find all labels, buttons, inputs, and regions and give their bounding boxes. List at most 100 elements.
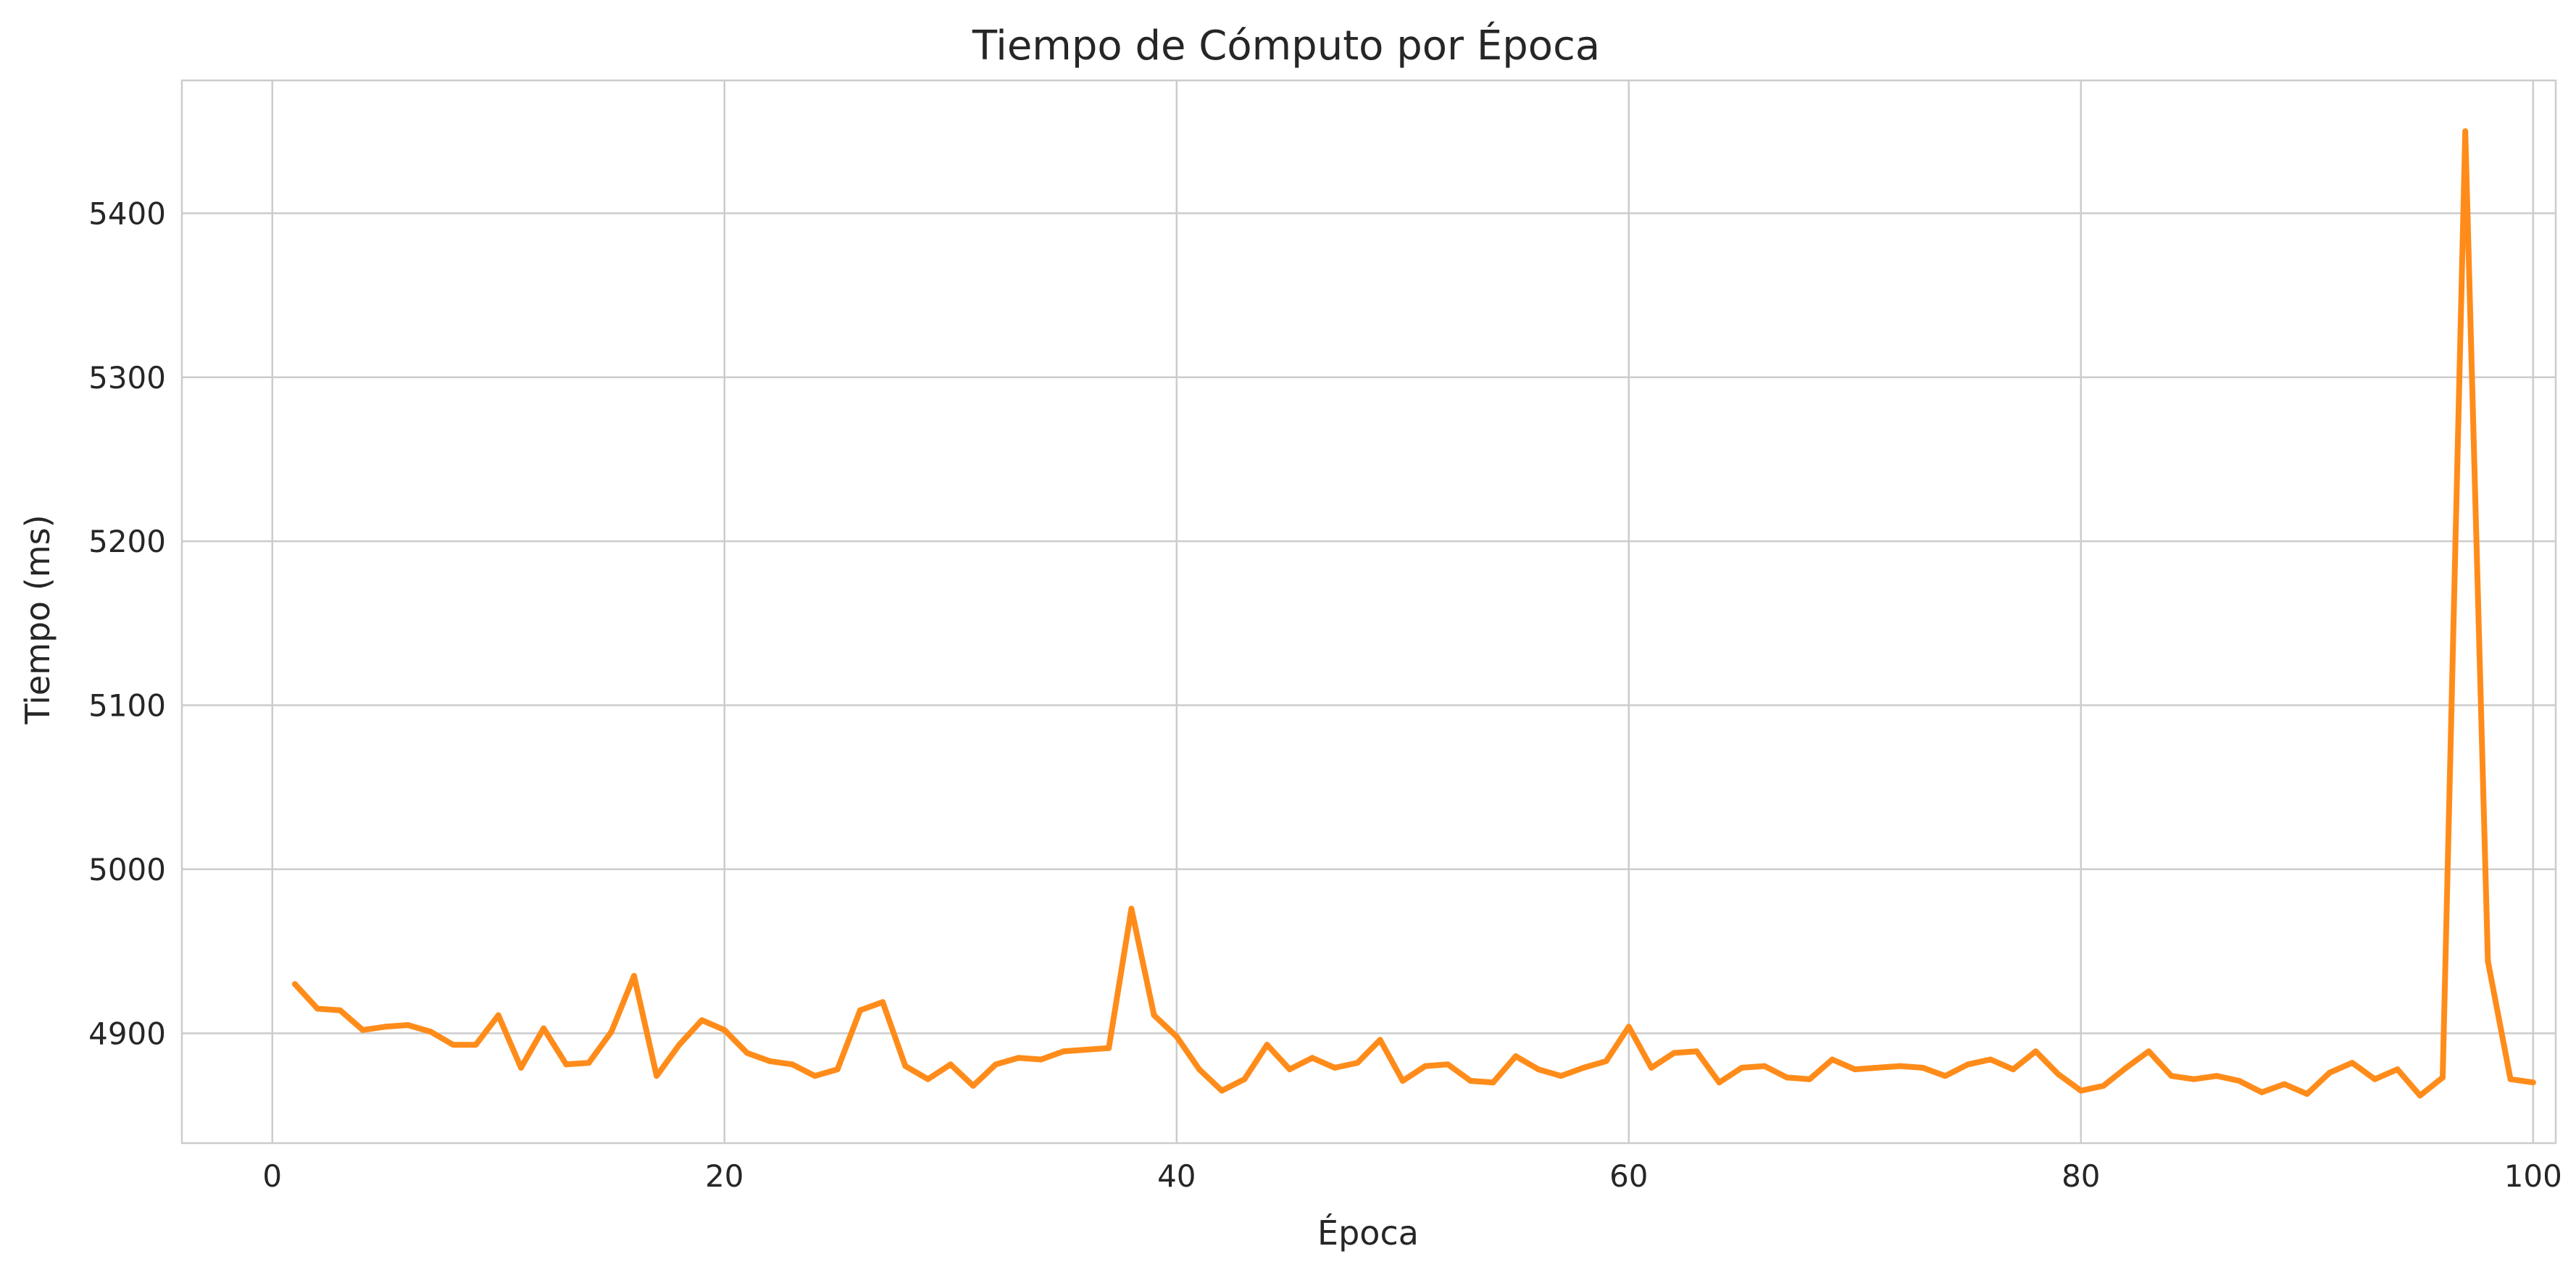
data-point (518, 1064, 524, 1071)
data-point (2236, 1077, 2243, 1084)
data-point (1128, 906, 1135, 912)
data-point (812, 1073, 818, 1079)
x-tick-label: 100 (2504, 1158, 2562, 1194)
tick-labels: 0 20 40 60 80 100 4900 5000 5100 5200 5300 5400 (88, 196, 2562, 1194)
data-point (2349, 1060, 2356, 1066)
data-point (1942, 1073, 1948, 1079)
grid-lines (182, 80, 2556, 1143)
data-point (1558, 1073, 1564, 1079)
y-tick-label: 5400 (88, 196, 166, 231)
data-point (699, 1017, 705, 1024)
data-point (2530, 1079, 2536, 1086)
data-point (631, 973, 637, 979)
data-point (2077, 1087, 2084, 1094)
data-point (405, 1022, 411, 1028)
data-point (1151, 1012, 1157, 1019)
data-point (1625, 1024, 1632, 1030)
data-point (1693, 1048, 1700, 1055)
data-point (993, 1061, 999, 1068)
data-point (1467, 1077, 1474, 1084)
x-axis-label: Época (1317, 1213, 1419, 1253)
data-point (359, 1027, 366, 1033)
x-tick-label: 80 (2062, 1158, 2100, 1194)
y-tick-label: 5000 (88, 852, 166, 887)
data-point (2417, 1092, 2423, 1099)
data-point (1286, 1066, 1293, 1073)
data-point (1264, 1042, 1270, 1048)
data-point (1988, 1056, 1993, 1063)
data-point (2214, 1073, 2219, 1079)
data-point (925, 1076, 931, 1082)
data-point (834, 1066, 841, 1073)
data-point (970, 1082, 976, 1089)
data-point (1060, 1048, 1067, 1055)
data-point (1196, 1066, 1202, 1073)
data-point (1038, 1056, 1044, 1063)
data-point (2281, 1081, 2288, 1087)
data-point (1106, 1045, 1112, 1051)
plot-frame (180, 79, 2557, 1145)
series-line (292, 128, 2536, 1099)
data-point (2010, 1066, 2017, 1073)
data-point (2304, 1091, 2310, 1098)
data-point (541, 1025, 547, 1032)
data-point (857, 1007, 863, 1013)
data-point (1399, 1077, 1406, 1084)
data-point (1897, 1063, 1904, 1069)
y-tick-label: 5100 (88, 688, 166, 724)
data-point (382, 1024, 388, 1030)
data-point (1535, 1066, 1541, 1073)
data-point (1332, 1064, 1338, 1071)
data-point (2327, 1069, 2333, 1076)
data-point (789, 1061, 796, 1068)
data-point (2055, 1071, 2062, 1077)
data-point (1580, 1064, 1587, 1071)
data-point (2101, 1082, 2106, 1089)
data-point (1964, 1061, 1971, 1068)
data-point (721, 1027, 728, 1033)
data-point (2033, 1048, 2039, 1055)
y-tick-label: 5300 (88, 360, 166, 396)
data-point (947, 1061, 954, 1068)
data-point (2462, 128, 2469, 135)
data-point (2123, 1064, 2130, 1071)
data-point (654, 1073, 660, 1079)
data-point (1015, 1055, 1022, 1061)
data-point (2507, 1076, 2514, 1082)
data-point (2191, 1076, 2197, 1082)
data-point (1083, 1046, 1089, 1053)
data-point (676, 1042, 683, 1048)
data-point (1806, 1076, 1813, 1082)
data-point (1738, 1064, 1745, 1071)
data-point (1219, 1087, 1225, 1094)
data-point (1875, 1064, 1880, 1071)
data-point (1173, 1033, 1180, 1040)
data-point (1851, 1066, 1858, 1073)
data-point (902, 1063, 909, 1069)
data-point (1603, 1058, 1609, 1064)
data-point (2168, 1073, 2175, 1079)
x-tick-label: 60 (1609, 1158, 1648, 1194)
data-point (2146, 1048, 2152, 1055)
data-point (428, 1029, 434, 1035)
y-tick-label: 4900 (88, 1016, 166, 1051)
data-point (1309, 1055, 1315, 1061)
data-point (314, 1006, 321, 1012)
data-point (1671, 1050, 1677, 1056)
data-point (2440, 1074, 2446, 1081)
x-tick-label: 20 (705, 1158, 743, 1194)
data-point (292, 981, 298, 987)
x-tick-label: 40 (1157, 1158, 1196, 1194)
data-point (2259, 1089, 2265, 1095)
data-point (450, 1042, 457, 1048)
data-point (472, 1042, 479, 1048)
data-point (767, 1058, 773, 1064)
series-layer (292, 128, 2536, 1099)
data-point (585, 1060, 592, 1066)
data-point (1422, 1063, 1428, 1069)
chart-title: Tiempo de Cómputo por Época (972, 22, 1600, 70)
data-point (1445, 1061, 1451, 1068)
data-point (1377, 1037, 1383, 1043)
data-point (1512, 1053, 1519, 1060)
